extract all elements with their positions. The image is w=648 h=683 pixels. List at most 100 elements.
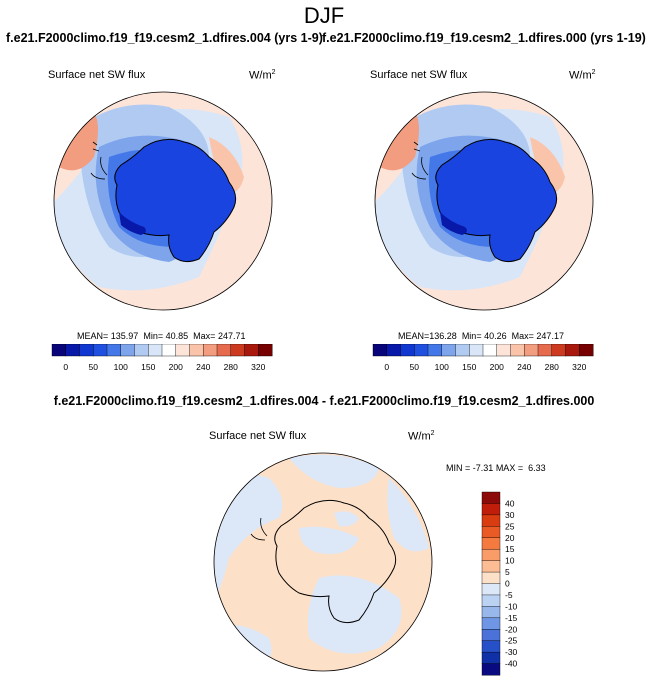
- figure-title: DJF: [303, 3, 345, 28]
- colorbar-diff-swatch: [481, 629, 501, 642]
- colorbar-2-swatch: [455, 344, 470, 357]
- colorbar-2-tick-label: 200: [490, 362, 504, 372]
- colorbar-2-swatch: [579, 344, 594, 357]
- colorbar-1-swatch: [244, 344, 259, 357]
- colorbar-1-swatch: [106, 344, 122, 357]
- colorbar-1-swatch: [120, 344, 136, 357]
- colorbar-1-tick-label: 280: [224, 362, 238, 372]
- colorbar-2-swatch: [386, 344, 402, 357]
- map-panel-1: [53, 91, 273, 311]
- colorbar-diff-tick-label: 0: [505, 579, 510, 589]
- colorbar-diff-swatch: [481, 537, 501, 550]
- diff-panel-stats: MIN = -7.31 MAX = 6.33: [446, 463, 546, 473]
- colorbar-2-tick-label: 150: [462, 362, 476, 372]
- colorbar-diff-tick-label: -40: [505, 659, 518, 669]
- colorbar-1-swatch: [161, 344, 177, 357]
- colorbar-1-swatch: [93, 344, 108, 357]
- panel-1-variable: Surface net SW flux: [48, 69, 146, 81]
- colorbar-diff-tick-label: -10: [505, 601, 518, 611]
- colorbar-diff-swatch: [481, 617, 501, 630]
- colorbar-diff-tick-label: -25: [505, 636, 518, 646]
- colorbar-diff-tick-label: -15: [505, 613, 518, 623]
- colorbar-diff-tick-label: 30: [505, 510, 515, 520]
- colorbar-1-tick-label: 240: [196, 362, 210, 372]
- colorbar-1-swatch: [148, 344, 163, 357]
- colorbar-diff-tick-label: 10: [505, 556, 515, 566]
- colorbar-diff-swatch: [481, 514, 501, 527]
- colorbar-diff-swatch: [481, 503, 501, 516]
- colorbar-2-swatch: [496, 344, 512, 357]
- colorbar-diff-tick-label: -20: [505, 624, 518, 634]
- colorbar-diff-tick-label: -5: [505, 590, 513, 600]
- diff-panel-variable: Surface net SW flux: [209, 430, 307, 442]
- map-diff-antarctica: [274, 499, 397, 624]
- colorbar-diff-swatch: [481, 560, 501, 573]
- diff-panel-units: W/m2: [408, 430, 435, 443]
- map-1-border: [53, 91, 273, 311]
- colorbar-2-tick-label: 240: [517, 362, 531, 372]
- colorbar-1-swatch: [51, 344, 67, 357]
- colorbar-2-swatch: [400, 344, 415, 357]
- colorbar-2-swatch: [372, 344, 388, 357]
- colorbar-1-tick-label: 50: [89, 362, 99, 372]
- colorbar-diff-tick-label: 40: [505, 498, 515, 508]
- colorbar-diff-swatch: [481, 651, 501, 665]
- colorbar-2-swatch: [441, 344, 457, 357]
- colorbar-diff-swatch: [481, 491, 501, 504]
- colorbar-2-swatch: [537, 344, 553, 357]
- colorbar-2-swatch: [524, 344, 539, 357]
- colorbar-diff-tick-label: 15: [505, 544, 515, 554]
- panel-2-variable: Surface net SW flux: [370, 69, 468, 81]
- colorbar-diff-tick-label: 5: [505, 567, 510, 577]
- colorbar-diff-tick-label: 20: [505, 533, 515, 543]
- colorbar-2-swatch: [414, 344, 429, 357]
- colorbar-1-tick-label: 0: [63, 362, 68, 372]
- colorbar-1-swatch: [203, 344, 218, 357]
- colorbar-2-tick-label: 320: [572, 362, 586, 372]
- colorbar-2-tick-label: 0: [384, 362, 389, 372]
- colorbar-2-swatch: [510, 344, 525, 357]
- colorbar-1-tick-label: 100: [114, 362, 128, 372]
- colorbar-1-swatch: [189, 344, 204, 357]
- colorbar-1-swatch: [258, 344, 273, 357]
- colorbar-1-tick-label: 200: [169, 362, 183, 372]
- colorbar-1-swatch: [175, 344, 191, 357]
- panel-2-stats: MEAN=136.28 Min= 40.26 Max= 247.17: [398, 331, 564, 341]
- colorbar-2-tick-label: 100: [435, 362, 449, 372]
- panel-1-title: f.e21.F2000climo.f19_f19.cesm2_1.dfires.…: [6, 31, 323, 45]
- colorbar-diff-tick-label: -30: [505, 647, 518, 657]
- colorbar-panel-2: 0 50 100 150 200 240 280 320: [372, 344, 594, 372]
- colorbar-1-swatch: [79, 344, 94, 357]
- colorbar-diff-swatch: [481, 526, 501, 539]
- colorbar-2-swatch: [565, 344, 580, 357]
- colorbar-2-swatch: [551, 344, 567, 357]
- colorbar-2-swatch: [482, 344, 498, 357]
- colorbar-1-tick-label: 150: [141, 362, 155, 372]
- colorbar-1-swatch: [65, 344, 81, 357]
- colorbar-diff-swatch: [481, 548, 501, 562]
- map-diff-panel: [213, 452, 433, 672]
- colorbar-diff-swatch: [481, 594, 501, 607]
- panel-1-stats: MEAN= 135.97 Min= 40.85 Max= 247.71: [77, 331, 246, 341]
- map-diff-border: [213, 452, 433, 672]
- colorbar-diff-swatch: [481, 606, 501, 619]
- diff-panel-title: f.e21.F2000climo.f19_f19.cesm2_1.dfires.…: [53, 394, 595, 408]
- panel-2-title: f.e21.F2000climo.f19_f19.cesm2_1.dfires.…: [322, 31, 646, 45]
- map-panel-2: [374, 91, 594, 311]
- colorbar-1-tick-label: 320: [251, 362, 265, 372]
- colorbar-2-tick-label: 50: [410, 362, 420, 372]
- colorbar-panel-1: 0 50 100 150 200 240 280 320: [51, 344, 273, 372]
- panel-2-units: W/m2: [569, 69, 596, 82]
- colorbar-1-swatch: [134, 344, 149, 357]
- colorbar-1-swatch: [216, 344, 232, 357]
- colorbar-2-swatch: [427, 344, 443, 357]
- colorbar-diff-swatch: [481, 583, 501, 596]
- panel-1-units: W/m2: [249, 69, 276, 82]
- colorbar-2-swatch: [469, 344, 484, 357]
- colorbar-diff-swatch: [481, 571, 501, 585]
- map-2-border: [374, 91, 594, 311]
- colorbar-1-swatch: [230, 344, 246, 357]
- colorbar-diff-tick-label: 25: [505, 521, 515, 531]
- colorbar-diff-swatch: [481, 640, 501, 653]
